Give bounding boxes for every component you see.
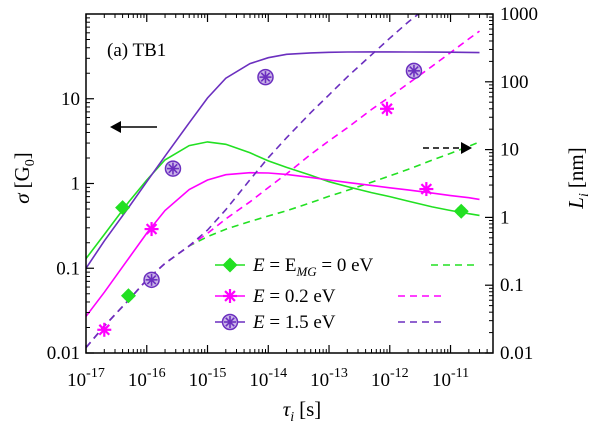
series-2-sigma-marker-0	[164, 160, 182, 177]
legend-0-marker-glyph	[222, 257, 238, 273]
y-right-tick-label: 0.1	[500, 275, 524, 296]
y-right-tick-label: 1000	[500, 4, 538, 25]
axes-ticks: 10-17 10-16 10-15 10-14 10-13 10-12 10-11 0.01 0…	[47, 4, 538, 391]
legend-1-marker	[223, 289, 237, 303]
x-tick-label: 10-16	[128, 366, 166, 391]
series-1-sigma-marker-0	[144, 222, 159, 237]
x-tick-label: 10-13	[310, 366, 348, 391]
series-2-length-marker-0	[143, 271, 160, 289]
y-left-tick-label: 0.1	[56, 258, 80, 279]
y-right-tick-label: 0.01	[500, 343, 533, 364]
y-left-tick-label: 10	[61, 89, 80, 110]
legend-2-label: E = 1.5 eV	[252, 312, 336, 333]
x-tick-label: 10-12	[371, 366, 409, 391]
y-right-tick-label: 100	[500, 72, 529, 93]
panel-label: (a) TB1	[107, 40, 166, 61]
legend: E = EMG = 0 eV E = 0.2 eV E = 1.5 eV	[215, 255, 476, 333]
legend-0-label: E = EMG = 0 eV	[252, 255, 374, 279]
legend-0-marker	[222, 257, 238, 273]
legend-2-marker-glyph	[221, 313, 239, 331]
x-tick-label: 10-14	[249, 366, 287, 391]
y-right-axis-title: Li[nm]	[564, 147, 592, 209]
legend-1-label: E = 0.2 eV	[252, 286, 336, 307]
series-2-sigma-line	[86, 51, 480, 269]
series-2-length-marker-1	[405, 62, 423, 80]
x-tick-label: 10-15	[189, 366, 227, 391]
x-axis-title: τi [s]	[283, 397, 322, 425]
series-0-sigma-marker-0	[115, 200, 131, 216]
legend-2-marker	[221, 313, 239, 331]
series-0-sigma-marker-1	[453, 203, 469, 219]
arrow-right-to-length-axis	[423, 142, 472, 154]
y-right-tick-label: 1	[500, 207, 510, 228]
series-1-sigma-marker-1	[419, 182, 434, 197]
series-0-sigma-line	[86, 141, 480, 260]
plot-content	[86, 14, 480, 349]
legend-entry-0: E = EMG = 0 eV	[215, 255, 476, 279]
series-0-length-marker-0	[120, 288, 136, 304]
legend-entry-1: E = 0.2 eV	[215, 286, 443, 307]
legend-entry-2: E = 1.5 eV	[215, 312, 443, 333]
series-1-length-marker-2	[379, 101, 394, 116]
series-1-length-marker-0	[97, 322, 112, 337]
arrow-left-to-sigma-axis	[110, 121, 157, 133]
y-left-tick-label: 0.01	[47, 343, 80, 364]
series-2-sigma-marker-1	[257, 68, 274, 86]
y-right-tick-label: 10	[500, 140, 519, 161]
y-left-tick-label: 1	[71, 174, 81, 195]
x-tick-label: 10-11	[432, 366, 469, 391]
y-left-axis-title: σ[G0]	[10, 152, 38, 204]
x-tick-label: 10-17	[67, 366, 105, 391]
legend-1-marker-glyph	[223, 289, 237, 303]
